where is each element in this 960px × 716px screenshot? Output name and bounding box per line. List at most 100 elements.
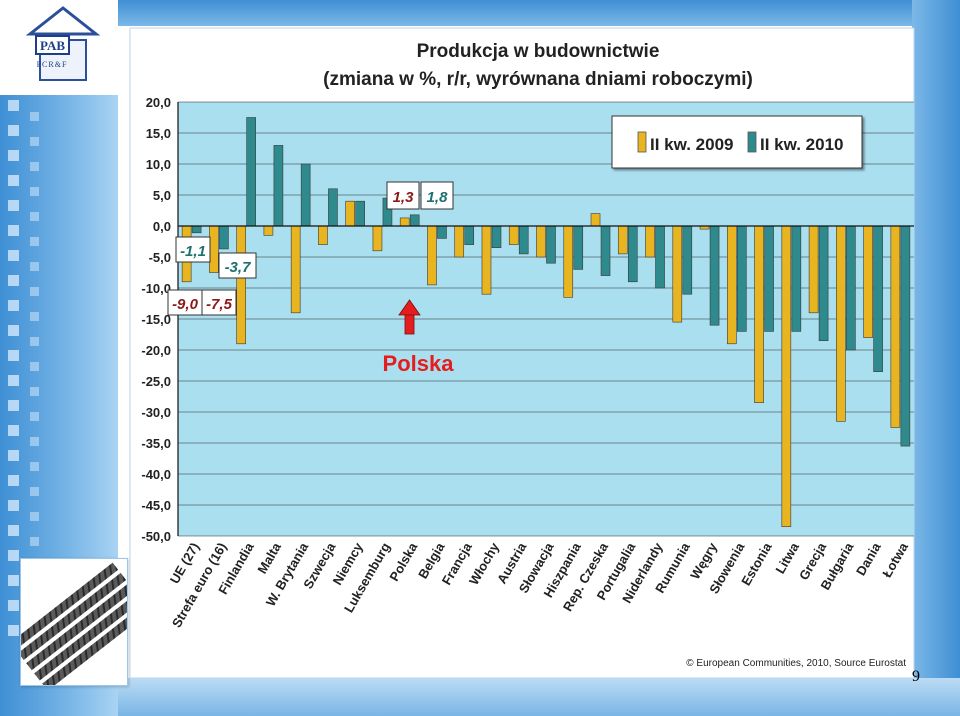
bar-2010 bbox=[546, 225, 556, 264]
svg-text:-9,0: -9,0 bbox=[172, 296, 199, 313]
bar-2010 bbox=[900, 225, 911, 447]
bar-2010 bbox=[518, 225, 529, 255]
svg-text:1,8: 1,8 bbox=[427, 189, 449, 206]
bar-2009 bbox=[754, 225, 764, 403]
value-label-pl-2009: 1,3 bbox=[386, 181, 420, 210]
bars bbox=[181, 117, 911, 528]
bar-2009 bbox=[345, 200, 355, 227]
y-tick-label: -25,0 bbox=[141, 374, 171, 389]
bar-2010 bbox=[682, 225, 693, 295]
value-label-eu-2010: -1,1 bbox=[175, 236, 211, 263]
logo-area: PAB PCR&F bbox=[0, 0, 118, 95]
bar-2010 bbox=[873, 225, 883, 372]
y-tick-label: -30,0 bbox=[141, 405, 171, 420]
bar-2010 bbox=[191, 225, 202, 234]
y-tick-label: -10,0 bbox=[141, 281, 171, 296]
bar-2010 bbox=[737, 225, 747, 332]
bar-2010 bbox=[846, 225, 856, 351]
decorative-squares bbox=[8, 100, 24, 650]
bar-2009 bbox=[454, 225, 465, 258]
y-tick-label: -40,0 bbox=[141, 467, 171, 482]
chart-title: Produkcja w budownictwie bbox=[417, 41, 660, 62]
bar-2010 bbox=[300, 163, 311, 227]
legend-label-2010: II kw. 2010 bbox=[760, 135, 843, 154]
legend: II kw. 2009 II kw. 2010 bbox=[611, 115, 863, 169]
logo-text: PAB bbox=[40, 38, 65, 53]
bar-2009 bbox=[645, 225, 655, 258]
y-tick-label: -45,0 bbox=[141, 498, 171, 513]
bar-2009 bbox=[836, 225, 846, 422]
bar-2009 bbox=[563, 225, 574, 298]
bar-2010 bbox=[764, 225, 774, 332]
bar-2010 bbox=[437, 225, 447, 239]
y-tick-label: -50,0 bbox=[141, 529, 171, 544]
svg-text:-1,1: -1,1 bbox=[180, 243, 206, 260]
bar-2010 bbox=[655, 225, 665, 289]
bar-2010 bbox=[273, 145, 284, 227]
polska-arrow-icon bbox=[398, 299, 421, 335]
legend-swatch-2009 bbox=[637, 131, 647, 153]
bar-2009 bbox=[727, 225, 737, 345]
top-background-band bbox=[118, 0, 960, 26]
bar-2009 bbox=[781, 225, 792, 528]
bar-2010 bbox=[600, 225, 611, 276]
bar-2010 bbox=[491, 225, 502, 249]
y-tick-label: 5,0 bbox=[153, 188, 171, 203]
y-tick-label: -35,0 bbox=[141, 436, 171, 451]
bar-2009 bbox=[318, 225, 328, 245]
y-tick-label: -5,0 bbox=[149, 250, 171, 265]
bar-2009 bbox=[617, 225, 628, 255]
chart-subtitle: (zmiana w %, r/r, wyrównana dniami roboc… bbox=[323, 69, 753, 90]
bar-2010 bbox=[573, 225, 584, 270]
y-tick-label: 0,0 bbox=[153, 219, 171, 234]
bar-2010 bbox=[709, 225, 720, 326]
rebar-image bbox=[10, 558, 151, 691]
bar-2009 bbox=[399, 217, 410, 227]
y-tick-label: -15,0 bbox=[141, 312, 171, 327]
right-background-band bbox=[912, 0, 960, 716]
axes bbox=[177, 102, 914, 536]
source-note: © European Communities, 2010, Source Eur… bbox=[686, 658, 906, 669]
bar-2009 bbox=[890, 225, 901, 428]
polska-annotation: Polska bbox=[383, 351, 455, 376]
logo-subtext: PCR&F bbox=[37, 60, 68, 69]
bar-2009 bbox=[263, 225, 274, 236]
value-label-eu-2009: -9,0 bbox=[167, 289, 203, 316]
bottom-background-band bbox=[118, 678, 960, 716]
bar-2009 bbox=[290, 225, 301, 314]
bar-2009 bbox=[372, 225, 383, 252]
bar-2010 bbox=[409, 214, 420, 227]
bar-2010 bbox=[627, 225, 638, 283]
y-tick-label: 10,0 bbox=[146, 157, 171, 172]
bar-2009 bbox=[590, 213, 601, 227]
bar-2009 bbox=[536, 225, 546, 258]
bar-2009 bbox=[427, 225, 437, 286]
bar-2009 bbox=[863, 225, 873, 338]
bar-2010 bbox=[246, 117, 256, 227]
bar-2010 bbox=[328, 188, 338, 227]
page-number: 9 bbox=[912, 668, 920, 685]
y-tick-label: 15,0 bbox=[146, 126, 171, 141]
bar-2009 bbox=[481, 225, 492, 295]
y-tick-label: 20,0 bbox=[146, 95, 171, 110]
value-label-euro-2010: -3,7 bbox=[218, 252, 257, 279]
y-tick-label: -20,0 bbox=[141, 343, 171, 358]
rebar-icon bbox=[10, 562, 151, 691]
bar-2010 bbox=[355, 200, 365, 227]
bar-2009 bbox=[672, 225, 683, 323]
value-label-pl-2010: 1,8 bbox=[420, 181, 454, 210]
bar-2010 bbox=[791, 225, 802, 332]
grid-lines bbox=[178, 101, 914, 537]
value-label-euro-2009: -7,5 bbox=[201, 289, 237, 316]
pab-logo-icon: PAB PCR&F bbox=[25, 6, 101, 81]
legend-swatch-2010 bbox=[747, 131, 757, 153]
bar-2009 bbox=[508, 225, 519, 245]
bar-2009 bbox=[808, 225, 819, 314]
bar-2010 bbox=[818, 225, 829, 341]
bar-2010 bbox=[219, 225, 229, 250]
svg-text:1,3: 1,3 bbox=[393, 189, 415, 206]
bar-2009 bbox=[236, 225, 246, 345]
y-tick-labels: 20,0 15,0 10,0 5,0 0,0 -5,0 -10,0 -15,0 -20,0 -25… bbox=[141, 95, 171, 544]
bar-2010 bbox=[464, 225, 475, 245]
